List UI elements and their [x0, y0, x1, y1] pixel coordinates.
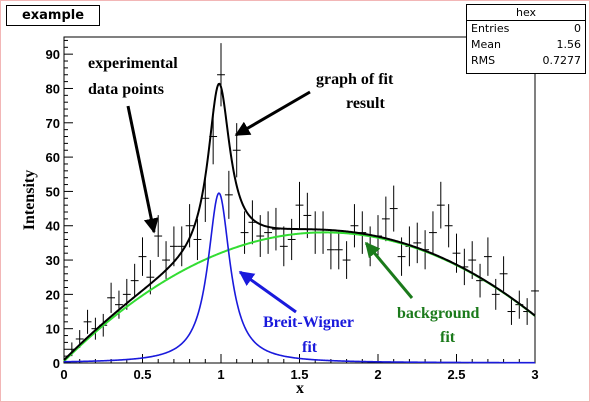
stats-label: Mean	[471, 38, 501, 51]
annotation-data-points-line1: experimental	[88, 55, 178, 72]
annotation-background-line1: background	[397, 305, 480, 322]
x-tick-label: 1.5	[290, 367, 308, 382]
y-tick-label: 0	[53, 356, 60, 371]
annotation-breit-wigner-line2: fit	[302, 339, 318, 356]
canvas-title: example	[6, 5, 100, 26]
stats-label: RMS	[471, 54, 496, 67]
stats-title: hex	[467, 5, 585, 21]
x-tick-label: 3	[531, 367, 538, 382]
y-axis-label: Intensity	[21, 170, 38, 230]
stats-value: 0	[574, 22, 581, 35]
total-fit-curve	[63, 82, 536, 361]
annotation-fit-graph-line1: graph of fit	[316, 71, 394, 88]
y-tick-label: 40	[46, 219, 60, 234]
x-tick-label: 2.5	[447, 367, 465, 382]
annotation-breit-wigner-line1: Breit-Wigner	[263, 314, 354, 331]
annotation-fit-graph-line2: result	[346, 95, 385, 112]
stats-row-mean: Mean 1.56	[467, 37, 585, 53]
arrow-breit-wigner	[238, 270, 297, 314]
x-tick-label: 0	[60, 367, 67, 382]
y-axis: 0 10 20 30 40 50 60 70 80 90	[46, 39, 73, 371]
stats-box: hex Entries 0 Mean 1.56 RMS 0.7277	[466, 4, 586, 74]
y-tick-label: 50	[46, 184, 60, 199]
y-tick-label: 10	[46, 322, 60, 337]
y-tick-label: 30	[46, 253, 60, 268]
x-tick-label: 0.5	[133, 367, 151, 382]
annotation-data-points-line2: data points	[88, 81, 164, 98]
annotation-background-line2: fit	[440, 329, 456, 346]
stats-row-entries: Entries 0	[467, 21, 585, 37]
arrow-background	[364, 241, 414, 299]
y-tick-label: 60	[46, 150, 60, 165]
breit-wigner-fit-curve	[63, 192, 535, 364]
y-tick-label: 90	[46, 47, 60, 62]
x-tick-label: 2	[374, 367, 381, 382]
y-tick-label: 20	[46, 287, 60, 302]
stats-label: Entries	[471, 22, 510, 35]
stats-row-rms: RMS 0.7277	[467, 53, 585, 69]
x-axis-label: x	[296, 380, 304, 397]
y-tick-label: 80	[46, 81, 60, 96]
arrow-data-points	[126, 105, 159, 234]
stats-value: 1.56	[556, 38, 582, 51]
arrow-fit-graph	[234, 90, 311, 137]
stats-value: 0.7277	[542, 54, 582, 67]
y-tick-label: 70	[46, 116, 60, 131]
x-tick-label: 1	[217, 367, 224, 382]
fit-curves	[63, 82, 536, 364]
